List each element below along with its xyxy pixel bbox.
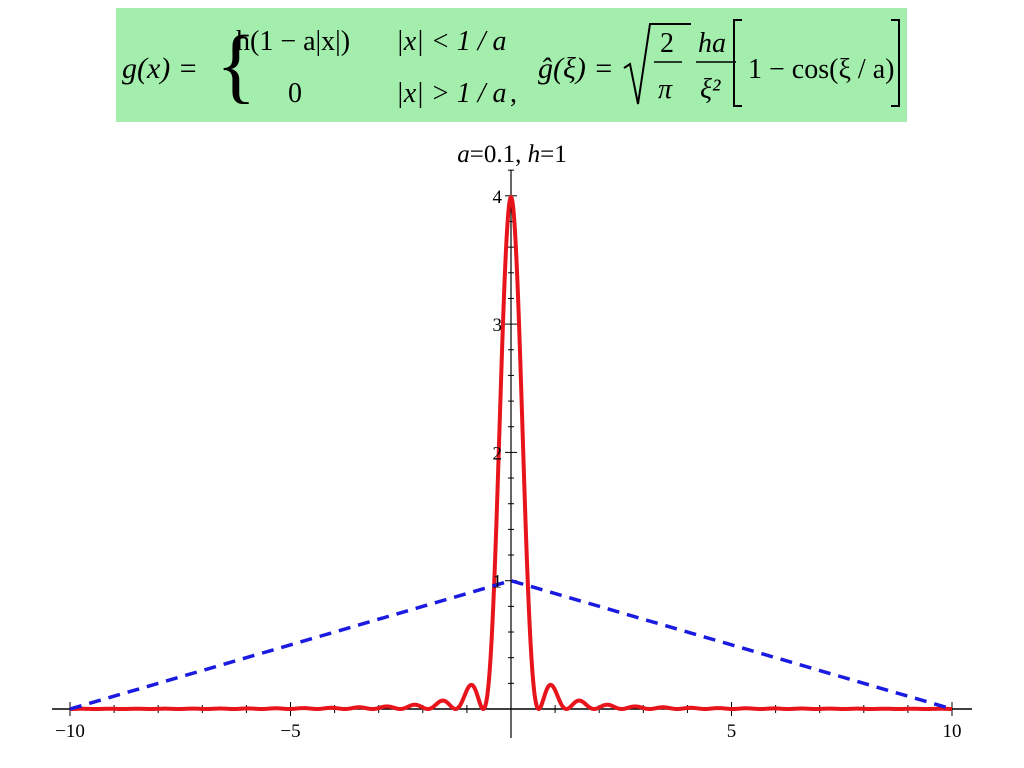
- formula-case1-expr: h(1 − a|x|): [236, 26, 350, 57]
- formula-case2-cond: |x| > 1 / a: [396, 78, 507, 109]
- formula-frac-num: ha: [698, 28, 726, 59]
- x-tick-label: −5: [280, 721, 300, 742]
- x-tick-label: 5: [727, 721, 737, 742]
- y-tick-label: 4: [493, 187, 503, 208]
- formula-sqrt-den: π: [658, 74, 673, 105]
- chart-title-text: a=0.1, h=1: [457, 141, 566, 168]
- formula-sqrt-num: 2: [660, 28, 674, 59]
- formula-frac-den: ξ²: [700, 74, 721, 105]
- formula-bracket-expr: 1 − cos(ξ / a): [748, 54, 894, 85]
- chart-tick-layer: −10 −5 5 10 1 2 3 4: [55, 187, 961, 742]
- chart-title: a=0.1, h=1: [0, 141, 1024, 169]
- y-tick-label: 2: [493, 443, 503, 464]
- chart-axes: [52, 169, 972, 738]
- x-tick-label: −10: [55, 721, 85, 742]
- chart-title-part: a: [457, 141, 470, 168]
- y-tick-label: 3: [493, 315, 503, 336]
- y-tick-label: 1: [493, 572, 503, 593]
- formula-brace: {: [216, 19, 256, 112]
- formula-rhs-lhs: ĝ(ξ) =: [538, 52, 614, 85]
- chart-series-layer: [68, 195, 954, 711]
- series-triangle-dashed: [69, 578, 953, 711]
- formula-lhs: g(x) =: [122, 52, 198, 85]
- formula-case2-expr: 0: [288, 78, 302, 109]
- x-tick-label: 10: [943, 721, 962, 742]
- chart-title-part: =0.1,: [469, 141, 528, 168]
- formula-sqrt-sign: [623, 23, 691, 105]
- formula-separator: ,: [510, 78, 517, 109]
- formula-banner: g(x) = { h(1 − a|x|) |x| < 1 / a 0 |x| >…: [116, 8, 907, 122]
- series-transform-curve: [68, 195, 954, 711]
- formula-svg: g(x) = { h(1 − a|x|) |x| < 1 / a 0 |x| >…: [122, 19, 900, 112]
- chart-title-part: h: [527, 141, 541, 168]
- formula-case1-cond: |x| < 1 / a: [396, 26, 507, 57]
- formula-right-bracket: [891, 19, 900, 107]
- formula-left-bracket: [733, 19, 742, 107]
- chart-title-part: =1: [540, 141, 567, 168]
